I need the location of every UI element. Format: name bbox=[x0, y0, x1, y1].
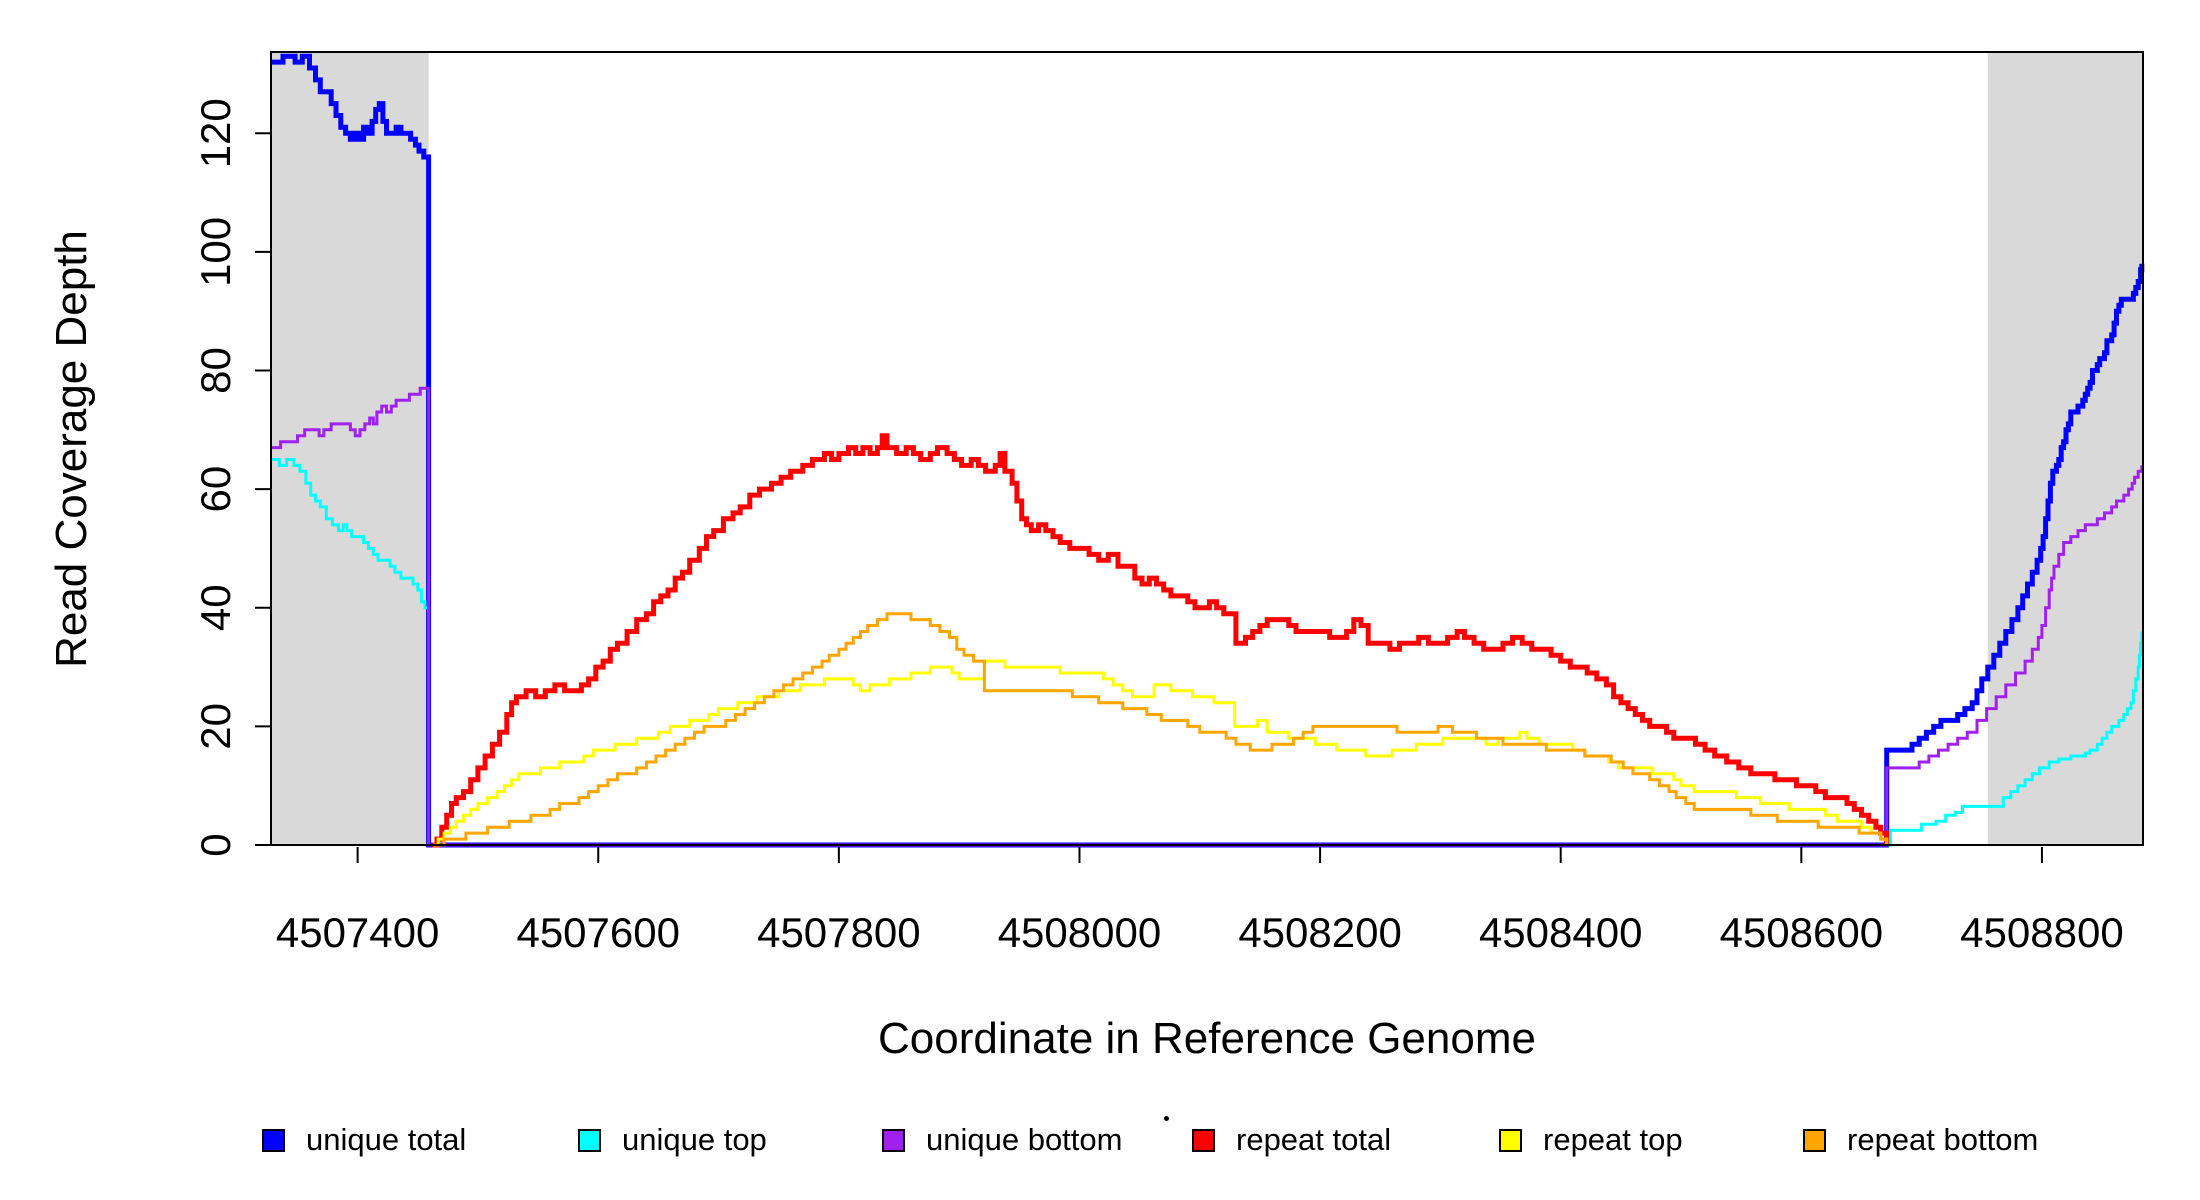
plot-box bbox=[270, 51, 2144, 846]
series-repeat-total bbox=[432, 433, 1890, 848]
legend-swatch-unique-total bbox=[262, 1128, 285, 1152]
legend-swatch-repeat-top bbox=[1499, 1128, 1522, 1152]
y-tick-label: 100 bbox=[192, 217, 239, 287]
legend-item-repeat-top: repeat top bbox=[1499, 1122, 1683, 1158]
series-repeat-bottom bbox=[434, 612, 1889, 847]
y-axis: 0 20 40 60 80 100 120 bbox=[192, 98, 271, 857]
x-tick-label: 4507400 bbox=[276, 909, 440, 956]
legend-label: unique bottom bbox=[926, 1122, 1123, 1157]
y-tick-label: 120 bbox=[192, 98, 239, 168]
legend-label: unique total bbox=[306, 1122, 467, 1157]
x-tick-label: 4508400 bbox=[1479, 909, 1643, 956]
y-tick-label: 20 bbox=[192, 703, 239, 750]
legend-label: repeat total bbox=[1236, 1122, 1392, 1157]
x-tick-label: 4508000 bbox=[998, 909, 1162, 956]
y-tick-label: 80 bbox=[192, 347, 239, 394]
x-tick-label: 4507600 bbox=[516, 909, 680, 956]
coverage-plot: 4507400 4507600 4507800 4508000 4508200 45084… bbox=[47, 51, 2145, 1063]
x-tick-label: 4508600 bbox=[1720, 909, 1884, 956]
legend-item-repeat-bottom: repeat bottom bbox=[1803, 1122, 2038, 1158]
legend-item-unique-bottom: unique bottom bbox=[882, 1122, 1122, 1158]
legend-swatch-unique-top bbox=[578, 1128, 601, 1152]
legend-item-unique-total: unique total bbox=[262, 1122, 466, 1158]
x-axis: 4507400 4507600 4507800 4508000 4508200 45084… bbox=[276, 847, 2124, 956]
masked-region-left bbox=[271, 52, 429, 845]
series-unique-bottom bbox=[271, 386, 2144, 847]
legend-item-repeat-total: repeat total bbox=[1192, 1122, 1391, 1158]
y-axis-title: Read Coverage Depth bbox=[47, 230, 96, 668]
masked-regions bbox=[271, 52, 2143, 845]
legend-label: repeat top bbox=[1543, 1122, 1683, 1157]
series-lines bbox=[271, 53, 2145, 848]
x-axis-title: Coordinate in Reference Genome bbox=[878, 1014, 1536, 1063]
series-unique-total bbox=[271, 53, 2145, 848]
legend-swatch-repeat-bottom bbox=[1803, 1128, 1826, 1152]
series-repeat-top bbox=[433, 659, 1889, 847]
legend-item-unique-top: unique top bbox=[578, 1122, 767, 1158]
y-tick-label: 60 bbox=[192, 466, 239, 513]
x-tick-label: 4508800 bbox=[1960, 909, 2124, 956]
series-unique-top bbox=[271, 458, 2144, 847]
x-tick-label: 4508200 bbox=[1238, 909, 1402, 956]
legend-label: repeat bottom bbox=[1847, 1122, 2039, 1157]
x-tick-label: 4507800 bbox=[757, 909, 921, 956]
stray-dot bbox=[1164, 1116, 1169, 1121]
legend-swatch-repeat-total bbox=[1192, 1128, 1215, 1152]
legend-label: unique top bbox=[622, 1122, 767, 1157]
legend-swatch-unique-bottom bbox=[882, 1128, 905, 1152]
y-tick-label: 0 bbox=[192, 833, 239, 856]
y-tick-label: 40 bbox=[192, 584, 239, 631]
